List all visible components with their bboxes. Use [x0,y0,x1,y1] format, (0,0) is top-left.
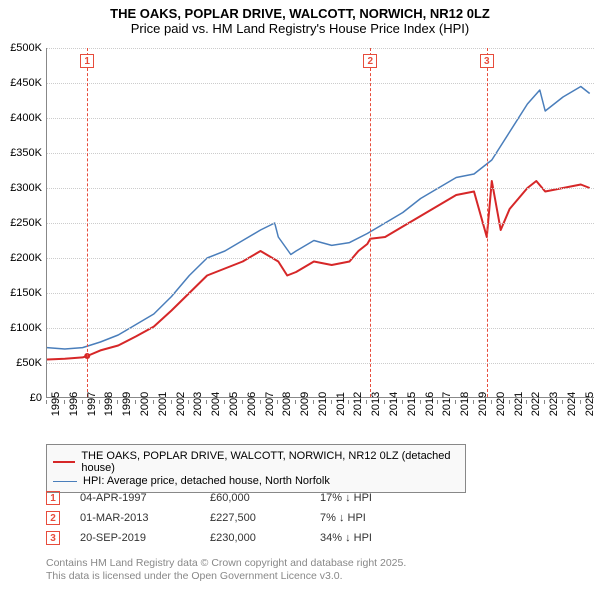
event-row: 3 20-SEP-2019 £230,000 34% ↓ HPI [46,528,420,548]
plot-area: 1 2 3 [46,48,594,398]
legend-row-hpi: HPI: Average price, detached house, Nort… [53,475,459,487]
x-tick-label: 2007 [264,392,276,416]
y-tick-label: £450K [10,77,42,89]
chart-marker-icon: 2 [363,54,377,68]
x-tick-label: 2000 [139,392,151,416]
event-date: 20-SEP-2019 [80,532,210,544]
y-tick-label: £350K [10,147,42,159]
series-property [47,181,590,360]
legend-swatch-hpi [53,481,77,482]
x-axis-labels: 1995199619971998199920002001200220032004… [46,400,594,450]
x-tick-label: 2001 [157,392,169,416]
event-pct: 7% ↓ HPI [320,512,420,524]
x-tick-label: 2009 [299,392,311,416]
x-tick-label: 2003 [192,392,204,416]
footer: Contains HM Land Registry data © Crown c… [46,557,406,584]
x-tick-label: 2021 [513,392,525,416]
event-price: £60,000 [210,492,320,504]
y-tick-label: £200K [10,252,42,264]
x-tick-label: 1999 [121,392,133,416]
chart-marker-icon: 1 [80,54,94,68]
footer-line-1: Contains HM Land Registry data © Crown c… [46,557,406,571]
y-tick-label: £150K [10,287,42,299]
event-table: 1 04-APR-1997 £60,000 17% ↓ HPI 2 01-MAR… [46,488,420,548]
event-row: 2 01-MAR-2013 £227,500 7% ↓ HPI [46,508,420,528]
x-tick-label: 2019 [477,392,489,416]
event-price: £230,000 [210,532,320,544]
x-tick-label: 2017 [441,392,453,416]
x-tick-label: 2020 [495,392,507,416]
event-marker-icon: 3 [46,531,60,545]
chart-container: THE OAKS, POPLAR DRIVE, WALCOTT, NORWICH… [0,0,600,590]
title-line-1: THE OAKS, POPLAR DRIVE, WALCOTT, NORWICH… [0,6,600,21]
event-pct: 17% ↓ HPI [320,492,420,504]
x-tick-label: 2006 [246,392,258,416]
x-tick-label: 2025 [584,392,596,416]
y-axis-labels: £0£50K£100K£150K£200K£250K£300K£350K£400… [0,48,44,398]
x-tick-label: 2016 [424,392,436,416]
x-tick-label: 2005 [228,392,240,416]
x-tick-label: 1995 [50,392,62,416]
y-tick-label: £100K [10,322,42,334]
event-pct: 34% ↓ HPI [320,532,420,544]
x-tick-label: 2004 [210,392,222,416]
legend-label-property: THE OAKS, POPLAR DRIVE, WALCOTT, NORWICH… [81,450,459,474]
event-row: 1 04-APR-1997 £60,000 17% ↓ HPI [46,488,420,508]
x-tick-label: 2015 [406,392,418,416]
x-tick-label: 2023 [548,392,560,416]
chart-marker-icon: 3 [480,54,494,68]
x-tick-label: 2024 [566,392,578,416]
y-tick-label: £300K [10,182,42,194]
x-tick-label: 2018 [459,392,471,416]
event-date: 04-APR-1997 [80,492,210,504]
x-tick-label: 1998 [103,392,115,416]
footer-line-2: This data is licensed under the Open Gov… [46,570,406,584]
x-tick-label: 2012 [352,392,364,416]
y-tick-label: £500K [10,42,42,54]
legend-swatch-property [53,461,75,463]
x-tick-label: 1997 [86,392,98,416]
x-tick-label: 2010 [317,392,329,416]
y-tick-label: £50K [16,357,42,369]
y-tick-label: £400K [10,112,42,124]
x-tick-label: 2022 [530,392,542,416]
chart-title: THE OAKS, POPLAR DRIVE, WALCOTT, NORWICH… [0,0,600,38]
y-tick-label: £250K [10,217,42,229]
legend-label-hpi: HPI: Average price, detached house, Nort… [83,475,330,487]
title-line-2: Price paid vs. HM Land Registry's House … [0,21,600,36]
event-marker-icon: 2 [46,511,60,525]
x-tick-label: 2014 [388,392,400,416]
x-tick-label: 2008 [281,392,293,416]
event-price: £227,500 [210,512,320,524]
y-tick-label: £0 [30,392,42,404]
event-marker-icon: 1 [46,491,60,505]
event-date: 01-MAR-2013 [80,512,210,524]
series-hpi [47,87,590,350]
x-tick-label: 1996 [68,392,80,416]
x-tick-label: 2013 [370,392,382,416]
x-tick-label: 2011 [335,392,347,416]
x-tick-label: 2002 [175,392,187,416]
legend-row-property: THE OAKS, POPLAR DRIVE, WALCOTT, NORWICH… [53,450,459,474]
legend: THE OAKS, POPLAR DRIVE, WALCOTT, NORWICH… [46,444,466,493]
